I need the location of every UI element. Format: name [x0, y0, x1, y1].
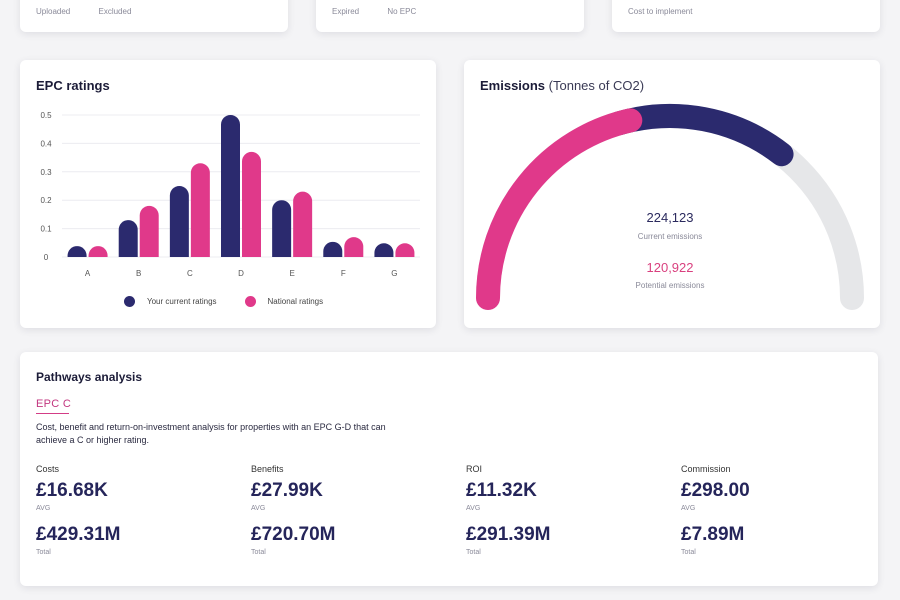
- pathways-tab-underline: [36, 413, 69, 414]
- x-tick-label: A: [85, 269, 91, 278]
- summary-labels: Cost to implement: [628, 7, 718, 16]
- metric-avg-value: £11.32K: [466, 480, 537, 501]
- current-emissions-value: 224,123: [646, 210, 694, 225]
- x-tick-label: B: [136, 269, 141, 278]
- x-tick-label: F: [341, 269, 346, 278]
- emissions-title: Emissions (Tonnes of CO2): [480, 78, 644, 93]
- current-emissions-label: Current emissions: [637, 232, 703, 241]
- expired-label: Expired: [332, 7, 360, 16]
- metric-total-label: Total: [466, 549, 481, 556]
- summary-card-expiry: Expired No EPC: [316, 0, 584, 32]
- y-tick-label: 0.3: [40, 168, 52, 177]
- metric-total-label: Total: [681, 549, 696, 556]
- legend-dot-current: [124, 296, 135, 307]
- bar-current-e: [272, 200, 292, 257]
- metric-total-value: £291.39M: [466, 524, 551, 545]
- legend-item-current: Your current ratings: [124, 296, 217, 307]
- pathways-description: Cost, benefit and return-on-investment a…: [36, 422, 386, 445]
- metric-label: Costs: [36, 464, 60, 474]
- emissions-unit: (Tonnes of CO2): [548, 78, 645, 93]
- emissions-title-text: Emissions: [480, 78, 546, 93]
- metric-label: ROI: [466, 464, 483, 474]
- metric-avg-value: £27.99K: [251, 480, 323, 501]
- summary-labels: Uploaded Excluded: [36, 7, 157, 16]
- legend-dot-national: [244, 296, 256, 307]
- bar-national-e: [293, 191, 313, 257]
- metric-total-label: Total: [251, 549, 266, 556]
- summary-labels: Expired No EPC: [332, 7, 442, 16]
- excluded-label: Excluded: [98, 7, 132, 16]
- y-tick-label: 0.5: [40, 111, 52, 120]
- x-tick-label: E: [289, 269, 294, 278]
- potential-emissions-value: 120,922: [646, 260, 694, 275]
- metric-label: Commission: [681, 464, 731, 474]
- metric-total-label: Total: [36, 549, 51, 556]
- bar-current-b: [118, 220, 138, 257]
- bar-current-g: [374, 243, 394, 257]
- metric-benefits: Benefits £27.99K AVG £720.70M Total: [251, 464, 451, 556]
- potential-emissions-label: Potential emissions: [635, 281, 705, 290]
- y-tick-label: 0.4: [40, 139, 52, 148]
- pathways-analysis-card: Pathways analysis EPC C Cost, benefit an…: [20, 352, 878, 586]
- pathways-title: Pathways analysis: [36, 370, 143, 384]
- bar-current-d: [221, 115, 240, 257]
- summary-card-uploads: Uploaded Excluded: [20, 0, 288, 32]
- y-tick-label: 0.2: [40, 196, 52, 205]
- bar-current-a: [67, 246, 87, 257]
- bar-current-f: [323, 241, 343, 257]
- bar-national-g: [395, 243, 415, 257]
- metric-roi: ROI £11.32K AVG £291.39M Total: [466, 464, 666, 556]
- metric-avg-label: AVG: [466, 505, 481, 512]
- bar-national-d: [242, 151, 261, 257]
- bar-current-c: [169, 186, 189, 257]
- gauge-current-segment: [607, 104, 794, 167]
- emissions-gauge: [476, 104, 864, 310]
- metric-total-value: £429.31M: [36, 524, 121, 545]
- legend-item-national: National ratings: [244, 296, 324, 307]
- x-tick-label: C: [187, 269, 193, 278]
- metric-costs: Costs £16.68K AVG £429.31M Total: [36, 464, 236, 556]
- metric-avg-value: £298.00: [681, 480, 750, 501]
- bar-national-a: [88, 246, 108, 257]
- chart-legend: Your current ratings National ratings: [124, 296, 351, 307]
- metric-commission: Commission £298.00 AVG £7.89M Total: [681, 464, 881, 556]
- epc-ratings-title: EPC ratings: [36, 78, 110, 93]
- metric-avg-label: AVG: [681, 505, 696, 512]
- epc-ratings-card: EPC ratings 0 0.1 0.2 0.3 0.4 0.5 A B C D E F G Your…: [20, 60, 436, 328]
- y-tick-label: 0: [44, 253, 49, 262]
- epc-ratings-chart: 0 0.1 0.2 0.3 0.4 0.5 A B C D E F G: [40, 111, 420, 278]
- metric-avg-label: AVG: [36, 505, 51, 512]
- metric-total-value: £720.70M: [251, 524, 336, 545]
- metric-total-value: £7.89M: [681, 524, 745, 545]
- uploaded-label: Uploaded: [36, 7, 71, 16]
- metric-avg-label: AVG: [251, 505, 266, 512]
- no-epc-label: No EPC: [387, 7, 417, 16]
- bar-national-c: [190, 163, 210, 257]
- emissions-card: Emissions (Tonnes of CO2) 224,123 Curren…: [464, 60, 880, 328]
- legend-label-current: Your current ratings: [147, 297, 217, 306]
- metric-label: Benefits: [251, 464, 284, 474]
- bar-national-b: [139, 205, 159, 257]
- cost-to-implement-label: Cost to implement: [628, 7, 693, 16]
- bar-national-f: [344, 237, 364, 257]
- x-tick-label: G: [391, 269, 397, 278]
- gauge-potential-segment: [476, 108, 643, 310]
- metric-avg-value: £16.68K: [36, 480, 108, 501]
- legend-label-national: National ratings: [267, 297, 324, 306]
- summary-card-cost: Cost to implement: [612, 0, 880, 32]
- y-tick-label: 0.1: [40, 225, 52, 234]
- x-tick-label: D: [238, 269, 244, 278]
- pathways-tab-epc-c[interactable]: EPC C: [36, 398, 72, 410]
